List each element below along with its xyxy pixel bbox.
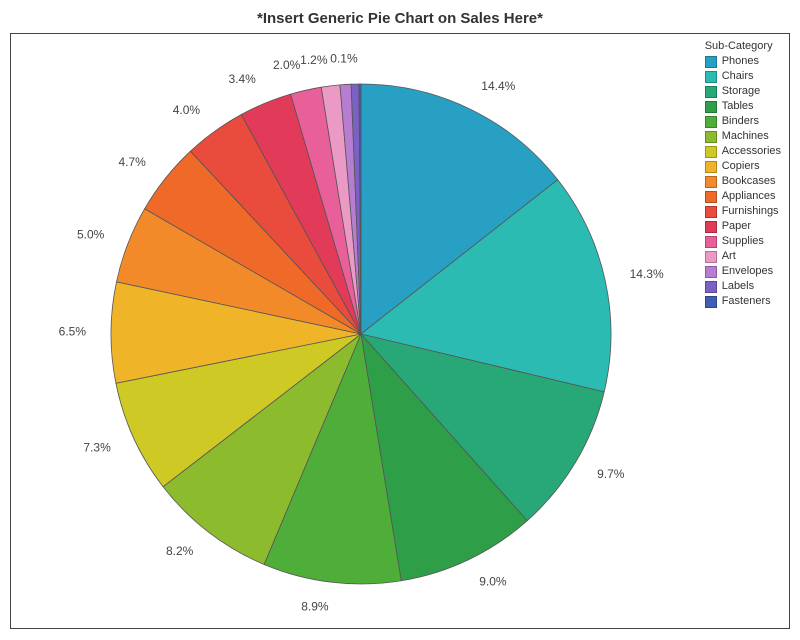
legend-label: Appliances bbox=[722, 189, 776, 204]
legend-swatch bbox=[705, 251, 717, 263]
legend-item: Chairs bbox=[705, 69, 781, 84]
legend-label: Art bbox=[722, 249, 736, 264]
legend-item: Supplies bbox=[705, 234, 781, 249]
legend-swatch bbox=[705, 101, 717, 113]
legend-item: Art bbox=[705, 249, 781, 264]
legend-label: Storage bbox=[722, 84, 761, 99]
slice-label: 14.3% bbox=[630, 267, 664, 281]
legend-item: Fasteners bbox=[705, 294, 781, 309]
legend: Sub-Category PhonesChairsStorageTablesBi… bbox=[705, 40, 781, 309]
legend-label: Chairs bbox=[722, 69, 754, 84]
legend-swatch bbox=[705, 281, 717, 293]
legend-swatch bbox=[705, 71, 717, 83]
slice-label: 8.2% bbox=[166, 544, 194, 558]
legend-label: Copiers bbox=[722, 159, 760, 174]
legend-swatch bbox=[705, 56, 717, 68]
legend-item: Paper bbox=[705, 219, 781, 234]
slice-label: 6.5% bbox=[59, 325, 87, 339]
legend-item: Phones bbox=[705, 54, 781, 69]
slice-label: 7.3% bbox=[83, 440, 111, 454]
legend-title: Sub-Category bbox=[705, 40, 781, 52]
legend-item: Envelopes bbox=[705, 264, 781, 279]
pie-chart: 14.4% 14.3% 9.7% 9.0% 8.9% 8.2% 7.3% 6.5% 5.0% 4.… bbox=[11, 34, 791, 630]
legend-label: Paper bbox=[722, 219, 751, 234]
slice-label: 8.9% bbox=[301, 599, 329, 613]
slice-label: 14.4% bbox=[481, 79, 515, 93]
legend-swatch bbox=[705, 131, 717, 143]
legend-swatch bbox=[705, 116, 717, 128]
chart-title: *Insert Generic Pie Chart on Sales Here* bbox=[0, 0, 800, 33]
legend-label: Machines bbox=[722, 129, 769, 144]
legend-swatch bbox=[705, 206, 717, 218]
chart-frame: 14.4% 14.3% 9.7% 9.0% 8.9% 8.2% 7.3% 6.5% 5.0% 4.… bbox=[10, 33, 790, 629]
legend-item: Machines bbox=[705, 129, 781, 144]
slice-label: 2.0% bbox=[273, 58, 301, 72]
legend-item: Storage bbox=[705, 84, 781, 99]
legend-label: Furnishings bbox=[722, 204, 779, 219]
legend-label: Bookcases bbox=[722, 174, 776, 189]
legend-item: Labels bbox=[705, 279, 781, 294]
legend-swatch bbox=[705, 176, 717, 188]
slice-label: 9.7% bbox=[597, 467, 625, 481]
legend-swatch bbox=[705, 236, 717, 248]
legend-item: Binders bbox=[705, 114, 781, 129]
legend-swatch bbox=[705, 86, 717, 98]
legend-swatch bbox=[705, 191, 717, 203]
legend-label: Labels bbox=[722, 279, 754, 294]
slice-label: 1.2% bbox=[300, 53, 328, 67]
legend-item: Furnishings bbox=[705, 204, 781, 219]
legend-label: Supplies bbox=[722, 234, 764, 249]
legend-label: Accessories bbox=[722, 144, 781, 159]
legend-item: Copiers bbox=[705, 159, 781, 174]
legend-label: Fasteners bbox=[722, 294, 771, 309]
slice-label: 5.0% bbox=[77, 227, 105, 241]
legend-item: Tables bbox=[705, 99, 781, 114]
legend-label: Binders bbox=[722, 114, 759, 129]
legend-item: Accessories bbox=[705, 144, 781, 159]
legend-label: Envelopes bbox=[722, 264, 773, 279]
legend-label: Phones bbox=[722, 54, 759, 69]
legend-swatch bbox=[705, 146, 717, 158]
slice-label: 4.0% bbox=[173, 103, 201, 117]
legend-label: Tables bbox=[722, 99, 754, 114]
slice-label: 4.7% bbox=[118, 155, 146, 169]
slice-label: 0.1% bbox=[330, 52, 358, 66]
legend-item: Bookcases bbox=[705, 174, 781, 189]
legend-swatch bbox=[705, 266, 717, 278]
slice-label: 3.4% bbox=[229, 72, 257, 86]
legend-swatch bbox=[705, 161, 717, 173]
legend-swatch bbox=[705, 221, 717, 233]
slice-label: 9.0% bbox=[479, 574, 507, 588]
legend-item: Appliances bbox=[705, 189, 781, 204]
legend-swatch bbox=[705, 296, 717, 308]
